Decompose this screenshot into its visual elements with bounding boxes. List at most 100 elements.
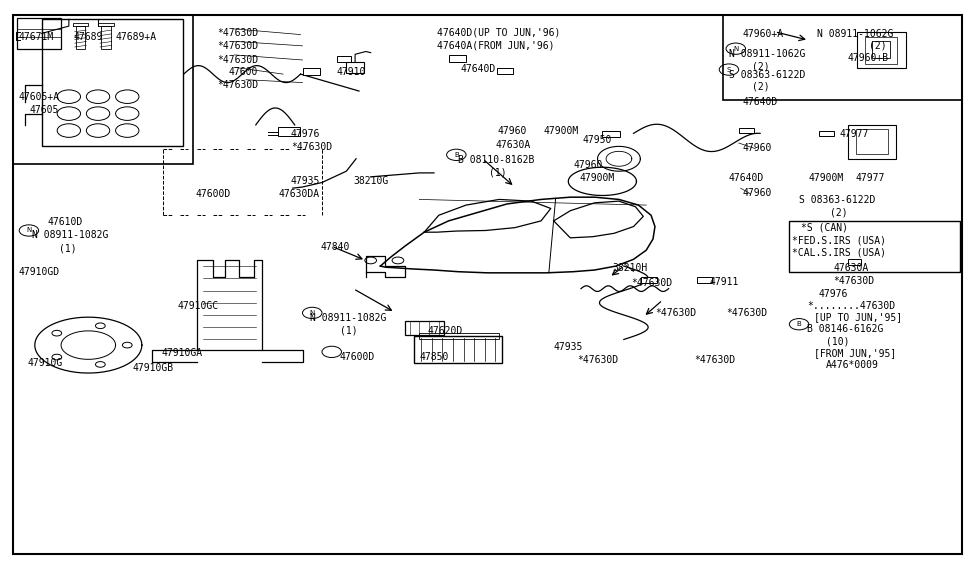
- Text: 47689: 47689: [74, 32, 103, 42]
- Text: *47630D: *47630D: [216, 28, 258, 38]
- Text: *47630D: *47630D: [655, 308, 696, 319]
- Text: S 08363-6122D: S 08363-6122D: [800, 195, 876, 205]
- Bar: [857, 32, 906, 68]
- Bar: [18, 18, 61, 49]
- Text: (2): (2): [869, 40, 887, 50]
- Text: (2): (2): [753, 61, 770, 71]
- Text: (1): (1): [489, 168, 507, 177]
- Bar: [819, 131, 834, 136]
- Text: 47610D: 47610D: [48, 217, 83, 227]
- Bar: [790, 221, 959, 272]
- Text: 47605: 47605: [30, 105, 59, 115]
- Text: 47620D: 47620D: [427, 327, 462, 336]
- Text: N: N: [310, 310, 315, 316]
- Text: 47976: 47976: [819, 289, 848, 299]
- Text: 47910GD: 47910GD: [19, 267, 59, 277]
- Text: *47630D: *47630D: [694, 355, 735, 365]
- Text: *CAL.S.IRS (USA): *CAL.S.IRS (USA): [793, 247, 886, 258]
- Text: 47910G: 47910G: [28, 358, 63, 367]
- Bar: [448, 55, 466, 62]
- Text: 47640A(FROM JUN,'96): 47640A(FROM JUN,'96): [437, 40, 555, 50]
- Text: 47850: 47850: [419, 353, 448, 362]
- Bar: [642, 277, 657, 283]
- Text: *47630D: *47630D: [632, 278, 673, 289]
- Text: 47640D: 47640D: [743, 97, 778, 106]
- Text: (1): (1): [59, 243, 77, 254]
- Bar: [302, 68, 320, 75]
- Bar: [414, 336, 502, 363]
- Text: 47689+A: 47689+A: [116, 32, 157, 42]
- Bar: [42, 19, 182, 147]
- Text: N: N: [733, 46, 738, 52]
- Text: *47630D: *47630D: [216, 55, 258, 65]
- Text: B 08146-6162G: B 08146-6162G: [807, 324, 883, 334]
- Text: 47640D: 47640D: [460, 64, 495, 74]
- Text: B: B: [797, 321, 801, 327]
- Bar: [346, 62, 364, 73]
- Text: 47960: 47960: [497, 126, 526, 136]
- Text: S 08363-6122D: S 08363-6122D: [729, 70, 805, 80]
- Text: *FED.S.IRS (USA): *FED.S.IRS (USA): [793, 235, 886, 245]
- Text: 47910GB: 47910GB: [133, 363, 174, 373]
- Text: *........47630D: *........47630D: [807, 301, 895, 311]
- Bar: [336, 56, 351, 62]
- Text: 47630A: 47630A: [495, 140, 530, 150]
- Bar: [14, 15, 193, 165]
- Text: 47630DA: 47630DA: [278, 188, 319, 199]
- Text: 47910GA: 47910GA: [161, 348, 203, 358]
- Text: 47960+A: 47960+A: [743, 29, 784, 39]
- Bar: [603, 131, 620, 138]
- Text: 47630A: 47630A: [833, 263, 869, 273]
- Bar: [76, 26, 86, 49]
- Bar: [847, 125, 896, 159]
- Bar: [865, 37, 897, 64]
- Text: 47640D(UP TO JUN,'96): 47640D(UP TO JUN,'96): [437, 28, 561, 38]
- Bar: [419, 333, 499, 340]
- Text: B 08110-8162B: B 08110-8162B: [458, 155, 534, 165]
- Text: *S (CAN): *S (CAN): [801, 222, 848, 233]
- Text: *47630D: *47630D: [291, 142, 332, 152]
- Text: 47960: 47960: [573, 160, 603, 170]
- Bar: [697, 277, 713, 283]
- Text: [FROM JUN,'95]: [FROM JUN,'95]: [814, 348, 896, 358]
- Text: 47671M: 47671M: [19, 32, 54, 42]
- Text: 47910GC: 47910GC: [177, 301, 219, 311]
- Text: N: N: [26, 228, 31, 234]
- Text: 47977: 47977: [855, 173, 885, 183]
- Text: 38210G: 38210G: [353, 175, 388, 186]
- Text: *47630D: *47630D: [216, 80, 258, 90]
- Text: (2): (2): [830, 208, 848, 218]
- Text: *47630D: *47630D: [216, 41, 258, 52]
- Text: N 08911-1062G: N 08911-1062G: [729, 49, 805, 59]
- Text: 47960: 47960: [743, 143, 772, 153]
- Text: 47960+B: 47960+B: [847, 53, 889, 63]
- Bar: [723, 15, 961, 100]
- Text: 47840: 47840: [320, 242, 349, 252]
- Text: 47950: 47950: [583, 135, 612, 145]
- Bar: [872, 41, 889, 58]
- Text: *47630D: *47630D: [726, 308, 767, 319]
- Text: 47600: 47600: [228, 67, 258, 78]
- Text: N 08911-1062G: N 08911-1062G: [817, 29, 893, 39]
- Text: 38210H: 38210H: [612, 263, 647, 273]
- Bar: [739, 128, 755, 134]
- Text: 47600D: 47600D: [339, 352, 374, 362]
- Bar: [101, 26, 111, 49]
- Text: 47976: 47976: [291, 130, 320, 139]
- Text: 47900M: 47900M: [544, 126, 579, 136]
- Text: 47935: 47935: [291, 175, 320, 186]
- Text: 47910: 47910: [336, 67, 366, 78]
- Text: 47600D: 47600D: [195, 188, 231, 199]
- Text: 47935: 47935: [554, 342, 583, 352]
- Text: 47605+A: 47605+A: [19, 92, 59, 102]
- Text: N 08911-1082G: N 08911-1082G: [310, 313, 387, 323]
- Bar: [405, 321, 444, 335]
- Text: 47640D: 47640D: [729, 173, 764, 183]
- Text: 47900M: 47900M: [809, 173, 844, 183]
- Text: *47630D: *47630D: [833, 276, 875, 286]
- Text: (10): (10): [827, 336, 850, 346]
- Text: N 08911-1082G: N 08911-1082G: [32, 230, 108, 241]
- Bar: [497, 68, 513, 74]
- Bar: [278, 127, 299, 136]
- Text: *47630D: *47630D: [577, 355, 618, 365]
